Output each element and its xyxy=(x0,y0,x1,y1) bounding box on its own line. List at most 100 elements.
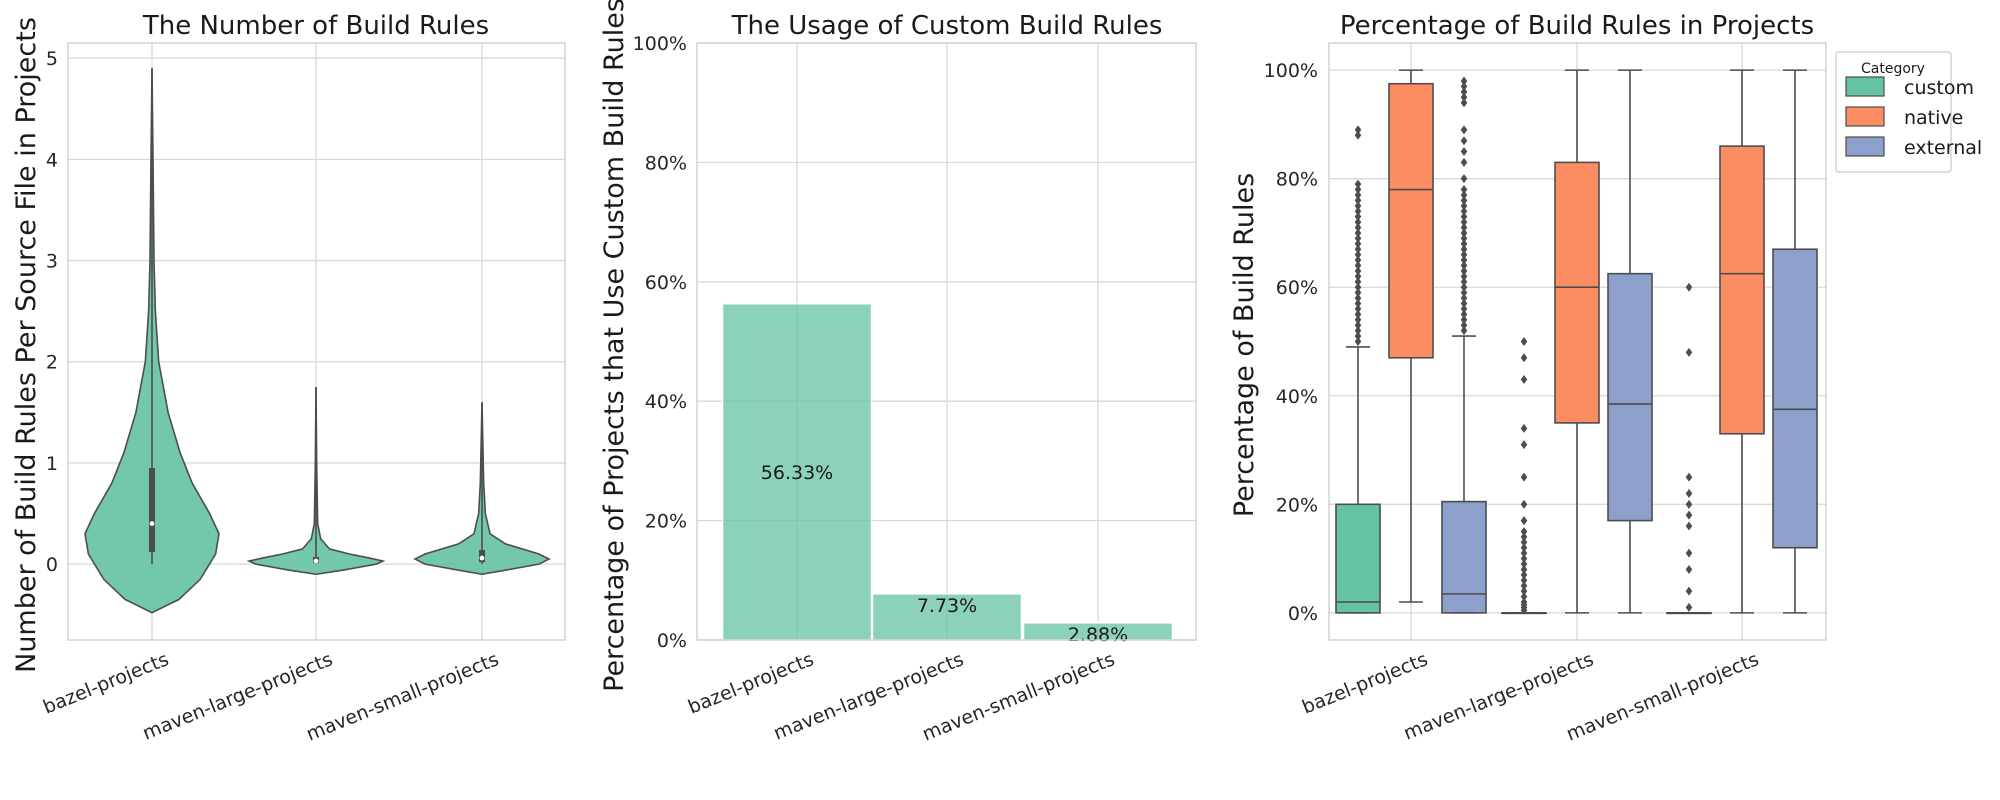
outlier-point xyxy=(1520,532,1528,542)
y-tick-label: 80% xyxy=(1276,169,1318,191)
outlier-point xyxy=(1354,282,1362,292)
outlier-point xyxy=(1460,87,1468,97)
outlier-point xyxy=(1460,147,1468,157)
y-tick-label: 60% xyxy=(645,272,687,294)
bar-data-label: 2.88% xyxy=(1068,624,1128,646)
outlier-point xyxy=(1354,228,1362,238)
outlier-point xyxy=(1354,271,1362,281)
outlier-point xyxy=(1520,423,1528,433)
y-tick-label: 40% xyxy=(1276,386,1318,408)
y-tick-label: 80% xyxy=(645,152,687,174)
outlier-point xyxy=(1354,223,1362,233)
outlier-point xyxy=(1354,179,1362,189)
outlier-point xyxy=(1460,228,1468,238)
y-tick-label: 40% xyxy=(645,391,687,413)
outlier-point xyxy=(1520,581,1528,591)
outlier-point xyxy=(1354,337,1362,346)
outlier-point xyxy=(1354,190,1362,200)
outlier-point xyxy=(1460,76,1468,86)
bar-data-label: 56.33% xyxy=(761,462,833,484)
outlier-point xyxy=(1460,255,1468,265)
bar-chart: The Usage of Custom Build Rules Percenta… xyxy=(599,0,1197,746)
box xyxy=(1719,145,1765,435)
outlier-point xyxy=(1354,266,1362,276)
box-chart-frame xyxy=(1328,42,1827,641)
outlier-point xyxy=(1460,217,1468,227)
bar-chart-ylabel: Percentage of Projects that Use Custom B… xyxy=(599,0,630,692)
violin-iqr-box xyxy=(149,467,155,552)
outlier-point xyxy=(1460,223,1468,233)
violin-chart-title: The Number of Build Rules xyxy=(142,11,489,41)
outlier-point xyxy=(1354,185,1362,195)
box xyxy=(1607,272,1653,522)
y-tick-label: 60% xyxy=(1276,277,1318,299)
y-tick-label: 20% xyxy=(1276,494,1318,516)
outlier-point xyxy=(1685,548,1693,558)
outlier-point xyxy=(1520,597,1528,607)
outlier-point xyxy=(1460,174,1468,184)
outlier-point xyxy=(1460,233,1468,243)
outlier-point xyxy=(1520,554,1528,564)
bar-chart-title: The Usage of Custom Build Rules xyxy=(731,11,1163,41)
y-tick-label: 0 xyxy=(46,554,58,576)
outlier-point xyxy=(1520,548,1528,558)
outlier-point xyxy=(1460,315,1468,325)
outlier-point xyxy=(1460,282,1468,292)
box xyxy=(1441,500,1487,614)
violin-chart: The Number of Build Rules Number of Buil… xyxy=(11,11,566,746)
outlier-point xyxy=(1354,125,1362,135)
outlier-point xyxy=(1520,537,1528,547)
y-tick-label: 20% xyxy=(645,511,687,533)
outlier-point xyxy=(1520,543,1528,553)
outlier-point xyxy=(1460,195,1468,205)
y-tick-label: 5 xyxy=(46,48,58,70)
legend-swatch xyxy=(1845,106,1885,127)
outlier-point xyxy=(1354,331,1362,341)
outlier-point xyxy=(1460,92,1468,102)
x-tick-label: bazel-projects xyxy=(40,648,172,718)
outlier-point xyxy=(1520,472,1528,482)
outlier-point xyxy=(1354,299,1362,309)
outlier-point xyxy=(1460,250,1468,260)
outlier-point xyxy=(1685,499,1693,509)
outlier-point xyxy=(1460,293,1468,303)
outlier-point xyxy=(1354,130,1362,140)
outlier-point xyxy=(1685,564,1693,574)
outlier-point xyxy=(1354,250,1362,260)
outlier-point xyxy=(1460,136,1468,146)
outlier-point xyxy=(1354,233,1362,243)
violin-chart-frame xyxy=(67,42,566,641)
outlier-point xyxy=(1354,293,1362,303)
outlier-point xyxy=(1354,239,1362,249)
outlier-point xyxy=(1460,299,1468,309)
outlier-point xyxy=(1520,337,1528,346)
outlier-point xyxy=(1460,212,1468,222)
bar-chart-frame xyxy=(696,42,1197,641)
y-tick-label: 100% xyxy=(1264,60,1318,82)
outlier-point xyxy=(1685,347,1693,357)
outlier-point xyxy=(1354,277,1362,287)
outlier-point xyxy=(1520,374,1528,384)
legend-label: external xyxy=(1904,137,1982,159)
outlier-point xyxy=(1685,602,1693,612)
violin-median-dot xyxy=(149,521,155,527)
box xyxy=(1554,161,1600,424)
outlier-point xyxy=(1460,244,1468,254)
box xyxy=(1388,82,1434,359)
outlier-point xyxy=(1520,592,1528,602)
outlier-point xyxy=(1460,206,1468,216)
box-chart-ylabel: Percentage of Build Rules xyxy=(1229,173,1260,517)
outlier-point xyxy=(1354,261,1362,271)
outlier-point xyxy=(1460,239,1468,249)
outlier-point xyxy=(1460,201,1468,211)
outlier-point xyxy=(1460,81,1468,91)
outlier-point xyxy=(1460,326,1468,336)
outlier-point xyxy=(1354,288,1362,298)
outlier-point xyxy=(1520,440,1528,450)
bar xyxy=(871,593,1023,641)
outlier-point xyxy=(1354,195,1362,205)
box xyxy=(1772,248,1818,549)
outlier-point xyxy=(1354,212,1362,222)
outlier-point xyxy=(1460,157,1468,167)
